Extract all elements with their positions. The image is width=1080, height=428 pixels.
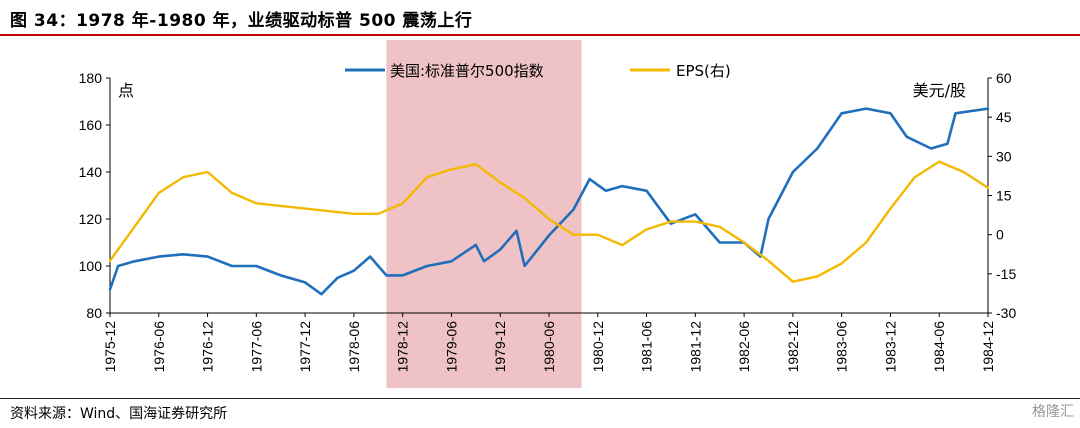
- x-tick-label: 1979-06: [443, 321, 459, 373]
- right-tick-label: -15: [996, 266, 1016, 282]
- right-tick-label: -30: [996, 305, 1016, 321]
- x-tick-label: 1980-12: [590, 321, 606, 373]
- x-tick-label: 1983-06: [834, 321, 850, 373]
- series-line-eps: [108, 160, 990, 283]
- left-tick-label: 100: [79, 258, 103, 274]
- x-tick-label: 1979-12: [492, 321, 508, 373]
- legend-label-eps: EPS(右): [676, 62, 731, 80]
- right-tick-label: 15: [996, 188, 1012, 204]
- left-axis-unit: 点: [118, 81, 134, 100]
- x-tick-label: 1981-06: [639, 321, 655, 373]
- left-tick-label: 160: [79, 117, 103, 133]
- x-tick-label: 1976-12: [200, 321, 216, 373]
- source-note: 资料来源：Wind、国海证券研究所: [10, 406, 228, 422]
- left-tick-label: 80: [86, 305, 102, 321]
- watermark-logo: 格隆汇: [1032, 404, 1074, 420]
- left-tick-label: 180: [79, 70, 103, 86]
- title-rule: [0, 34, 1080, 36]
- right-tick-label: 0: [996, 227, 1004, 243]
- x-tick-label: 1981-12: [687, 321, 703, 373]
- series-line-sp500: [108, 107, 990, 296]
- left-tick-label: 140: [79, 164, 103, 180]
- left-tick-label: 120: [79, 211, 103, 227]
- legend-label-sp500: 美国:标准普尔500指数: [390, 62, 544, 80]
- shaded-period: [386, 40, 582, 388]
- source-rule: [0, 398, 1080, 399]
- right-axis-unit: 美元/股: [913, 81, 966, 100]
- right-tick-label: 30: [996, 148, 1012, 164]
- right-tick-label: 60: [996, 70, 1012, 86]
- x-tick-label: 1982-12: [785, 321, 801, 373]
- x-tick-label: 1978-12: [395, 321, 411, 373]
- x-tick-label: 1977-06: [248, 321, 264, 373]
- x-tick-label: 1976-06: [151, 321, 167, 373]
- x-tick-label: 1982-06: [736, 321, 752, 373]
- x-tick-label: 1980-06: [541, 321, 557, 373]
- x-tick-label: 1984-12: [980, 321, 996, 373]
- figure-title: 图 34：1978 年-1980 年，业绩驱动标普 500 震荡上行: [10, 11, 473, 31]
- x-tick-label: 1984-06: [931, 321, 947, 373]
- right-tick-label: 45: [996, 109, 1012, 125]
- x-tick-label: 1977-12: [297, 321, 313, 373]
- x-tick-label: 1975-12: [102, 321, 118, 373]
- x-tick-label: 1983-12: [882, 321, 898, 373]
- x-tick-label: 1978-06: [346, 321, 362, 373]
